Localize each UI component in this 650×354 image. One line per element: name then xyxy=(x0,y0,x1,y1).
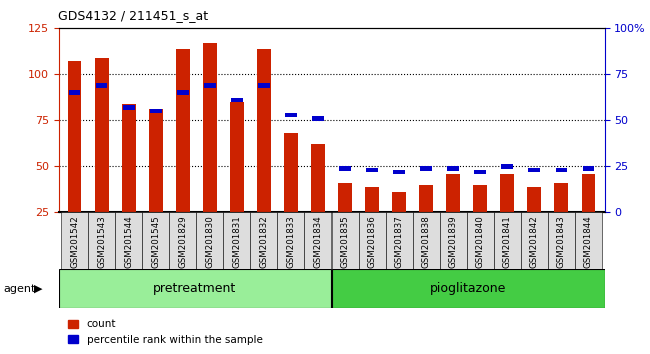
Bar xyxy=(95,58,109,258)
Bar xyxy=(393,192,406,258)
Bar xyxy=(332,269,604,308)
Bar xyxy=(421,166,432,171)
Legend: count, percentile rank within the sample: count, percentile rank within the sample xyxy=(64,315,266,349)
Text: GSM201840: GSM201840 xyxy=(476,215,485,268)
Bar xyxy=(500,174,514,258)
Bar xyxy=(338,183,352,258)
Text: GSM201843: GSM201843 xyxy=(557,215,566,268)
Text: GDS4132 / 211451_s_at: GDS4132 / 211451_s_at xyxy=(58,9,209,22)
Bar xyxy=(582,166,594,171)
Bar xyxy=(521,212,548,269)
Bar xyxy=(385,212,413,269)
Bar xyxy=(96,83,107,88)
Bar xyxy=(304,212,332,269)
Bar xyxy=(474,170,486,174)
Bar xyxy=(413,212,439,269)
Bar xyxy=(582,174,595,258)
Bar xyxy=(278,212,304,269)
Bar xyxy=(447,174,460,258)
Bar xyxy=(419,185,433,258)
Bar xyxy=(501,164,513,169)
Bar xyxy=(203,43,216,258)
Bar xyxy=(204,83,216,88)
Bar xyxy=(69,91,81,95)
Text: GSM201835: GSM201835 xyxy=(341,215,350,268)
Text: GSM201543: GSM201543 xyxy=(98,215,106,268)
Text: GSM201834: GSM201834 xyxy=(313,215,322,268)
Text: GSM201839: GSM201839 xyxy=(448,215,458,268)
Bar xyxy=(528,168,540,172)
Bar xyxy=(122,104,136,258)
Text: GSM201844: GSM201844 xyxy=(584,215,593,268)
Bar xyxy=(312,116,324,121)
Text: GSM201830: GSM201830 xyxy=(205,215,214,268)
Text: GSM201542: GSM201542 xyxy=(70,215,79,268)
Bar xyxy=(473,185,487,258)
Bar xyxy=(494,212,521,269)
Bar xyxy=(447,166,459,171)
Bar xyxy=(467,212,494,269)
Text: GSM201836: GSM201836 xyxy=(367,215,376,268)
Bar xyxy=(367,168,378,172)
Bar xyxy=(177,91,188,95)
Bar xyxy=(339,166,351,171)
Text: GSM201838: GSM201838 xyxy=(422,215,430,268)
Bar xyxy=(284,133,298,258)
Text: agent: agent xyxy=(3,284,36,293)
Text: pioglitazone: pioglitazone xyxy=(430,282,506,295)
Bar xyxy=(554,183,568,258)
Bar xyxy=(556,168,567,172)
Bar xyxy=(548,212,575,269)
Text: GSM201544: GSM201544 xyxy=(124,215,133,268)
Text: GSM201831: GSM201831 xyxy=(233,215,241,268)
Bar xyxy=(123,105,135,110)
Bar xyxy=(224,212,250,269)
Text: GSM201833: GSM201833 xyxy=(287,215,296,268)
Text: GSM201842: GSM201842 xyxy=(530,215,539,268)
Bar xyxy=(169,212,196,269)
Text: GSM201829: GSM201829 xyxy=(178,215,187,268)
Bar xyxy=(61,212,88,269)
Bar xyxy=(257,48,270,258)
Text: GSM201841: GSM201841 xyxy=(502,215,512,268)
Bar xyxy=(332,212,359,269)
Bar xyxy=(393,170,405,174)
Text: GSM201837: GSM201837 xyxy=(395,215,404,268)
Bar xyxy=(58,269,332,308)
Bar xyxy=(196,212,224,269)
Bar xyxy=(115,212,142,269)
Bar xyxy=(230,102,244,258)
Bar xyxy=(258,83,270,88)
Text: pretreatment: pretreatment xyxy=(153,282,237,295)
Bar xyxy=(88,212,115,269)
Bar xyxy=(527,187,541,258)
Bar xyxy=(150,109,162,114)
Bar xyxy=(68,62,81,258)
Text: ▶: ▶ xyxy=(34,284,42,293)
Bar xyxy=(439,212,467,269)
Text: GSM201545: GSM201545 xyxy=(151,215,161,268)
Bar xyxy=(359,212,385,269)
Bar xyxy=(575,212,602,269)
Bar xyxy=(142,212,169,269)
Bar xyxy=(176,48,190,258)
Bar xyxy=(311,144,325,258)
Text: GSM201832: GSM201832 xyxy=(259,215,268,268)
Bar xyxy=(250,212,278,269)
Bar xyxy=(231,98,242,102)
Bar xyxy=(285,113,296,117)
Bar xyxy=(365,187,379,258)
Bar xyxy=(149,109,162,258)
